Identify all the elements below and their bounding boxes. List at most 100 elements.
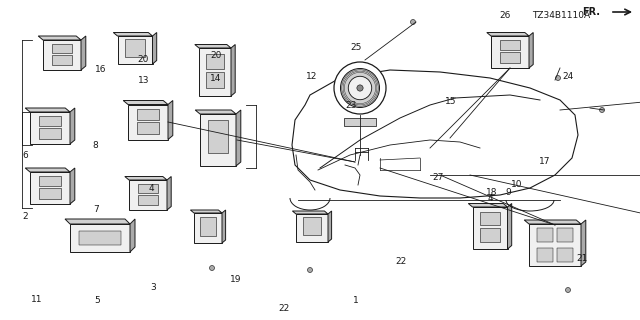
Polygon shape: [70, 168, 75, 204]
Polygon shape: [25, 108, 70, 112]
Polygon shape: [208, 120, 228, 153]
Polygon shape: [500, 40, 520, 50]
Polygon shape: [118, 36, 152, 64]
Text: 18: 18: [486, 188, 498, 196]
Text: 17: 17: [539, 157, 550, 166]
Polygon shape: [328, 211, 332, 242]
Polygon shape: [137, 122, 159, 133]
Polygon shape: [557, 248, 573, 262]
Text: 20: 20: [138, 55, 149, 64]
Circle shape: [340, 68, 380, 108]
Polygon shape: [65, 219, 130, 224]
Circle shape: [410, 20, 415, 25]
Text: 1: 1: [353, 296, 359, 305]
Polygon shape: [557, 228, 573, 242]
Polygon shape: [508, 204, 512, 249]
Polygon shape: [481, 212, 500, 225]
Polygon shape: [206, 73, 224, 88]
Polygon shape: [195, 110, 236, 114]
Polygon shape: [292, 70, 578, 198]
Text: 27: 27: [433, 173, 444, 182]
Polygon shape: [129, 180, 167, 210]
Polygon shape: [191, 210, 222, 213]
Text: 19: 19: [230, 276, 242, 284]
Text: 14: 14: [210, 74, 221, 83]
Circle shape: [556, 76, 561, 81]
Text: 2: 2: [22, 212, 28, 221]
Text: 20: 20: [210, 51, 221, 60]
Text: 3: 3: [150, 284, 156, 292]
Polygon shape: [296, 214, 328, 242]
Polygon shape: [138, 195, 159, 205]
Circle shape: [307, 268, 312, 273]
Text: 23: 23: [346, 101, 357, 110]
Polygon shape: [113, 33, 152, 36]
Polygon shape: [194, 213, 222, 243]
Polygon shape: [487, 33, 529, 36]
Polygon shape: [344, 118, 376, 126]
Polygon shape: [472, 207, 508, 249]
Polygon shape: [537, 228, 553, 242]
Polygon shape: [81, 36, 86, 70]
Text: 11: 11: [31, 295, 42, 304]
Text: 24: 24: [562, 72, 573, 81]
Polygon shape: [167, 177, 172, 210]
Polygon shape: [200, 217, 216, 236]
Text: 6: 6: [22, 151, 28, 160]
Text: 25: 25: [351, 43, 362, 52]
Polygon shape: [468, 204, 508, 207]
Text: 8: 8: [93, 141, 99, 150]
Polygon shape: [25, 168, 70, 172]
Polygon shape: [30, 112, 70, 144]
Polygon shape: [43, 40, 81, 70]
Text: 13: 13: [138, 76, 149, 85]
Polygon shape: [529, 224, 581, 266]
Polygon shape: [231, 44, 236, 96]
Polygon shape: [38, 36, 81, 40]
Polygon shape: [500, 52, 520, 62]
Text: 16: 16: [95, 65, 106, 74]
Polygon shape: [195, 44, 231, 48]
Polygon shape: [137, 109, 159, 120]
Polygon shape: [581, 220, 586, 266]
Polygon shape: [70, 108, 75, 144]
Polygon shape: [199, 48, 231, 96]
Polygon shape: [30, 172, 70, 204]
Circle shape: [334, 62, 386, 114]
Text: 10: 10: [511, 180, 522, 189]
Polygon shape: [491, 36, 529, 68]
Polygon shape: [39, 176, 61, 186]
Text: 7: 7: [93, 205, 99, 214]
Polygon shape: [79, 231, 121, 245]
Polygon shape: [138, 184, 159, 193]
Text: 4: 4: [488, 194, 493, 203]
Polygon shape: [39, 128, 61, 139]
Polygon shape: [39, 116, 61, 126]
Polygon shape: [70, 224, 130, 252]
Polygon shape: [236, 110, 241, 166]
Polygon shape: [303, 217, 321, 235]
Polygon shape: [200, 114, 236, 166]
Text: 5: 5: [95, 296, 100, 305]
Circle shape: [348, 76, 372, 100]
Circle shape: [566, 287, 570, 292]
Text: 9: 9: [506, 188, 511, 196]
Text: TZ34B1110A: TZ34B1110A: [532, 11, 591, 20]
Text: 26: 26: [499, 11, 511, 20]
Polygon shape: [152, 33, 157, 64]
Circle shape: [357, 85, 363, 91]
Text: FR.: FR.: [582, 7, 600, 17]
Circle shape: [209, 266, 214, 270]
Text: 12: 12: [306, 72, 317, 81]
Polygon shape: [128, 105, 168, 140]
Polygon shape: [206, 54, 224, 69]
Polygon shape: [481, 228, 500, 242]
Polygon shape: [222, 210, 226, 243]
Text: 4: 4: [148, 184, 154, 193]
Polygon shape: [52, 44, 72, 53]
Text: 21: 21: [576, 254, 588, 263]
Circle shape: [600, 108, 605, 113]
Polygon shape: [524, 220, 581, 224]
Text: 22: 22: [278, 304, 290, 313]
Polygon shape: [537, 248, 553, 262]
